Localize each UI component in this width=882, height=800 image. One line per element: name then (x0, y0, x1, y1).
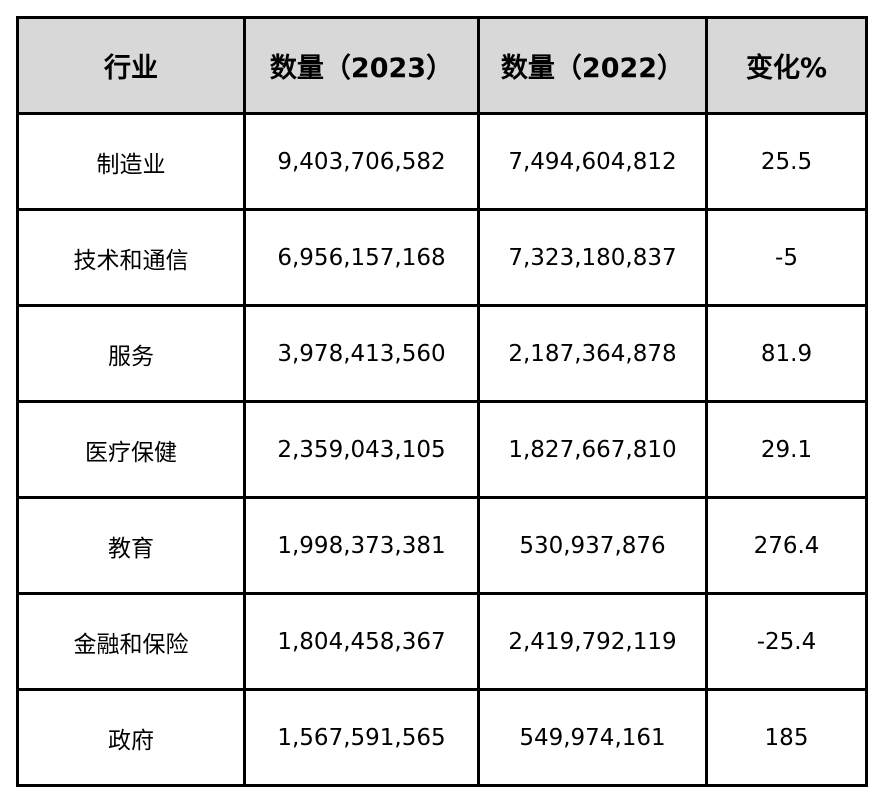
cell-count-2022: 7,323,180,837 (477, 208, 708, 307)
header-count-2023: 数量（2023） (243, 16, 480, 115)
cell-count-2022: 2,187,364,878 (477, 304, 708, 403)
table-row: 医疗保健 2,359,043,105 1,827,667,810 29.1 (16, 400, 868, 499)
cell-industry: 技术和通信 (16, 208, 246, 307)
table-header-row: 行业 数量（2023） 数量（2022） 变化% (16, 16, 868, 115)
table-row: 教育 1,998,373,381 530,937,876 276.4 (16, 496, 868, 595)
cell-change-percent: 29.1 (705, 400, 868, 499)
cell-count-2023: 6,956,157,168 (243, 208, 480, 307)
cell-industry: 服务 (16, 304, 246, 403)
cell-count-2023: 1,567,591,565 (243, 688, 480, 787)
cell-count-2023: 9,403,706,582 (243, 112, 480, 211)
cell-industry: 制造业 (16, 112, 246, 211)
cell-count-2022: 530,937,876 (477, 496, 708, 595)
industry-comparison-table: 行业 数量（2023） 数量（2022） 变化% 制造业 9,403,706,5… (16, 16, 868, 787)
cell-count-2022: 549,974,161 (477, 688, 708, 787)
cell-count-2023: 3,978,413,560 (243, 304, 480, 403)
header-change-percent: 变化% (705, 16, 868, 115)
table-row: 政府 1,567,591,565 549,974,161 185 (16, 688, 868, 787)
cell-change-percent: 81.9 (705, 304, 868, 403)
cell-change-percent: -5 (705, 208, 868, 307)
table-row: 技术和通信 6,956,157,168 7,323,180,837 -5 (16, 208, 868, 307)
table-row: 金融和保险 1,804,458,367 2,419,792,119 -25.4 (16, 592, 868, 691)
cell-count-2022: 1,827,667,810 (477, 400, 708, 499)
cell-count-2023: 1,998,373,381 (243, 496, 480, 595)
table-row: 服务 3,978,413,560 2,187,364,878 81.9 (16, 304, 868, 403)
cell-industry: 教育 (16, 496, 246, 595)
cell-count-2023: 1,804,458,367 (243, 592, 480, 691)
cell-change-percent: 25.5 (705, 112, 868, 211)
cell-industry: 金融和保险 (16, 592, 246, 691)
header-industry: 行业 (16, 16, 246, 115)
cell-count-2023: 2,359,043,105 (243, 400, 480, 499)
cell-count-2022: 2,419,792,119 (477, 592, 708, 691)
cell-change-percent: 276.4 (705, 496, 868, 595)
cell-change-percent: -25.4 (705, 592, 868, 691)
cell-industry: 医疗保健 (16, 400, 246, 499)
cell-count-2022: 7,494,604,812 (477, 112, 708, 211)
cell-industry: 政府 (16, 688, 246, 787)
cell-change-percent: 185 (705, 688, 868, 787)
table-row: 制造业 9,403,706,582 7,494,604,812 25.5 (16, 112, 868, 211)
header-count-2022: 数量（2022） (477, 16, 708, 115)
